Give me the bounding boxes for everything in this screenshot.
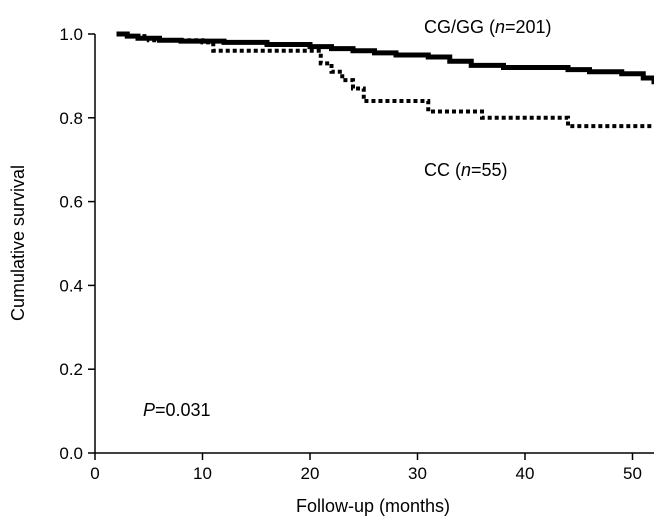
series-label: CG/GG (n=201) [424, 17, 552, 37]
y-tick-label: 1.0 [59, 25, 83, 44]
series-label-prefix: CC ( [424, 160, 461, 180]
p-value-text: =0.031 [155, 400, 211, 420]
p-value-symbol: P [143, 400, 155, 420]
series-labels: CG/GG (n=201)CC (n=55) [424, 17, 552, 180]
series-lines [116, 31, 654, 129]
y-axis-label: Cumulative survival [8, 165, 28, 321]
series-label-suffix: =55) [471, 160, 508, 180]
y-tick-label: 0.8 [59, 109, 83, 128]
p-value-annotation: P=0.031 [143, 400, 211, 420]
series-label-n: n [461, 160, 471, 180]
axes [94, 34, 654, 454]
x-axis-label: Follow-up (months) [296, 496, 450, 516]
y-tick-label: 0.0 [59, 444, 83, 463]
series-label-n: n [495, 17, 505, 37]
y-tick-label: 0.6 [59, 193, 83, 212]
tick-marks: 0 10 20 30 40 50 0.0 0.2 0.4 0.6 0.8 1.0 [59, 25, 642, 483]
x-tick-label: 30 [408, 464, 427, 483]
x-tick-label: 20 [301, 464, 320, 483]
y-tick-label: 0.2 [59, 360, 83, 379]
series-label: CC (n=55) [424, 160, 508, 180]
series-label-prefix: CG/GG ( [424, 17, 495, 37]
series-label-suffix: =201) [505, 17, 552, 37]
x-tick-label: 50 [623, 464, 642, 483]
x-tick-label: 0 [90, 464, 99, 483]
series-cc-line [116, 32, 654, 129]
y-tick-label: 0.4 [59, 276, 83, 295]
x-tick-label: 10 [193, 464, 212, 483]
x-tick-label: 40 [516, 464, 535, 483]
